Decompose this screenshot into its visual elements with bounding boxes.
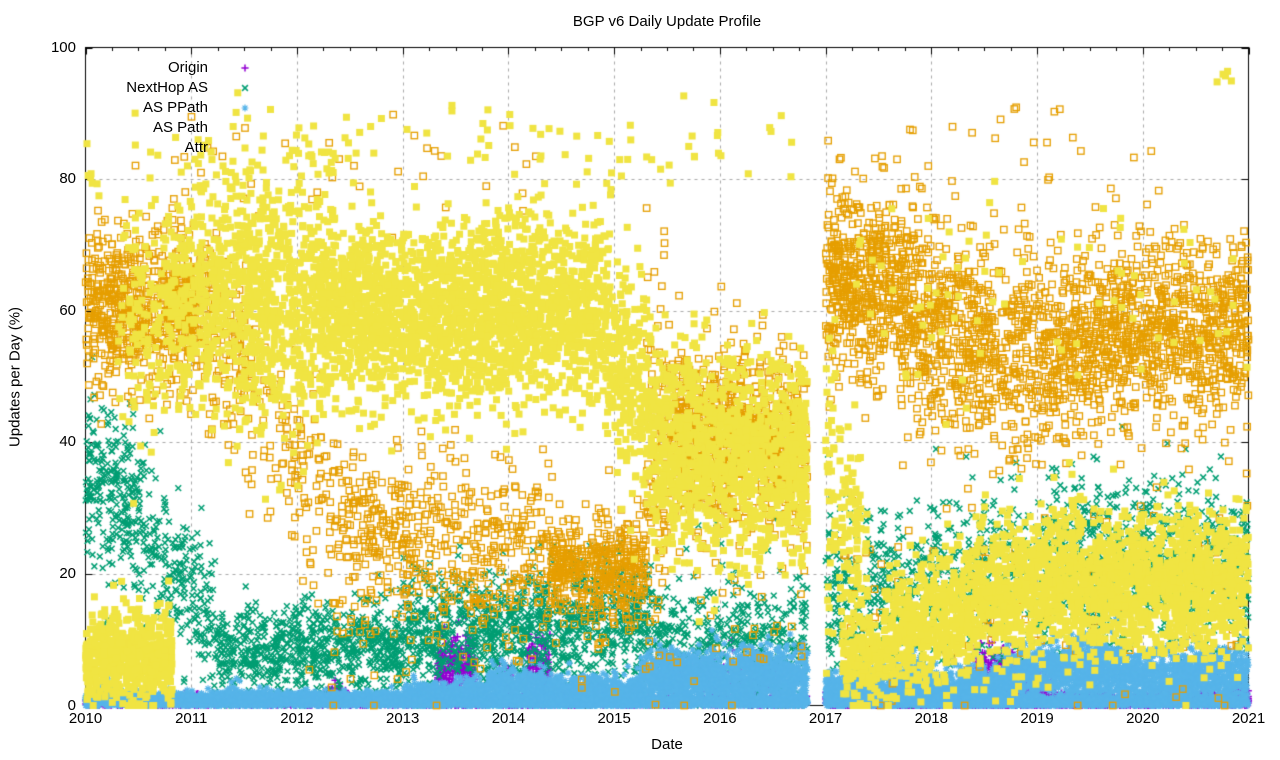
legend: Origin NextHop AS AS PPath AS Path Attr	[86, 58, 258, 158]
x-tick-label: 2021	[1231, 710, 1266, 727]
x-tick-label: 2017	[808, 710, 843, 727]
y-tick-label: 40	[59, 433, 76, 451]
legend-entry: AS Path	[86, 118, 258, 138]
legend-label: AS PPath	[142, 99, 208, 116]
legend-label: NextHop AS	[126, 79, 208, 96]
x-tick-label: 2014	[491, 710, 526, 727]
x-tick-label: 2013	[385, 710, 420, 727]
legend-label: AS Path	[152, 119, 208, 136]
y-tick-label: 100	[50, 38, 76, 56]
y-axis-label: Updates per Day (%)	[6, 306, 24, 448]
x-tick-label: 2018	[914, 710, 948, 727]
legend-label: Origin	[167, 59, 208, 76]
x-tick-label: 2019	[1020, 710, 1054, 727]
asterisk-icon	[218, 98, 258, 118]
legend-label: Attr	[184, 139, 208, 156]
x-tick-label: 2015	[597, 710, 631, 727]
cross-icon	[218, 78, 258, 98]
open-square-icon	[218, 118, 258, 138]
legend-entry: NextHop AS	[86, 78, 258, 98]
x-tick-label: 2010	[68, 710, 103, 727]
y-tick-label: 80	[59, 170, 76, 188]
legend-entry: AS PPath	[86, 98, 258, 118]
legend-entry: Origin	[86, 58, 258, 78]
x-tick-label: 2012	[280, 710, 314, 727]
x-tick-label: 2020	[1126, 710, 1160, 727]
filled-square-icon	[218, 138, 258, 158]
legend-entry: Attr	[86, 138, 258, 158]
plus-icon	[218, 58, 258, 78]
x-axis-label: Date	[651, 736, 683, 753]
chart-title: BGP v6 Daily Update Profile	[572, 13, 762, 30]
y-tick-label: 20	[59, 564, 76, 582]
y-tick-label: 60	[59, 301, 76, 319]
x-tick-label: 2011	[175, 710, 208, 727]
x-tick-label: 2016	[703, 710, 737, 727]
y-tick-label: 0	[67, 696, 76, 714]
